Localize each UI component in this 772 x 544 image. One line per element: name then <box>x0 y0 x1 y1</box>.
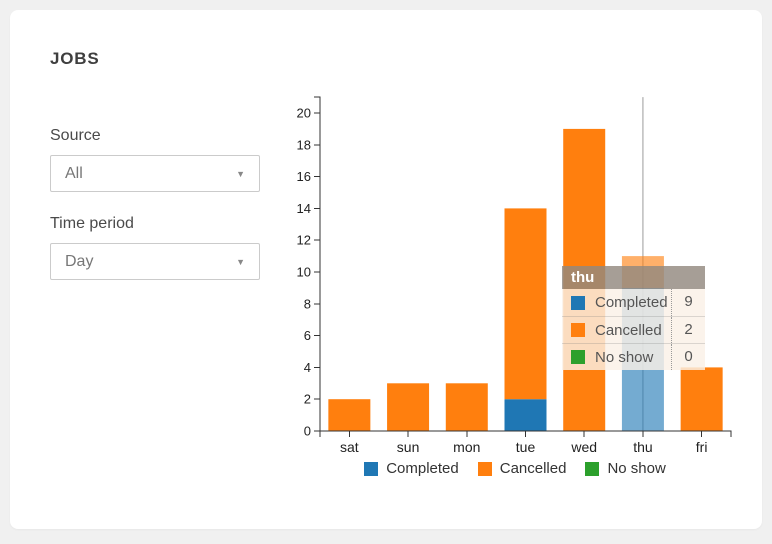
x-tick-label: sat <box>340 439 359 455</box>
x-tick-label: thu <box>633 439 652 455</box>
panel-title: JOBS <box>50 49 100 68</box>
legend-item-no-show[interactable]: No show <box>585 460 666 477</box>
y-tick-label: 14 <box>297 201 311 216</box>
chart-legend: Completed Cancelled No show <box>275 460 755 477</box>
jobs-chart: 0 2 4 6 8 10 12 14 16 18 20 sat sun mon tue wed thu fri t… <box>275 88 755 500</box>
jobs-panel: JOBS Source All ▼ Time period Day ▼ 0 2 4 6… <box>10 10 762 529</box>
x-tick-label: fri <box>696 439 708 455</box>
y-tick-label: 2 <box>304 392 311 407</box>
bar-chart: 0 2 4 6 8 10 12 14 16 18 20 sat sun mon tue wed thu fri <box>297 96 732 455</box>
bar-fri-cancelled[interactable] <box>680 367 723 431</box>
legend-item-completed[interactable]: Completed <box>364 460 459 477</box>
y-tick-label: 6 <box>304 328 311 343</box>
legend-swatch-icon <box>585 461 600 476</box>
y-tick-label: 16 <box>297 169 311 184</box>
source-select-value: All <box>65 164 83 182</box>
legend-label: Completed <box>386 460 459 477</box>
y-tick-label: 10 <box>297 265 311 280</box>
bar-sun-cancelled[interactable] <box>387 383 430 431</box>
x-tick-label: sun <box>397 439 420 455</box>
source-label: Source <box>50 127 101 144</box>
bar-thu-cancelled[interactable] <box>621 256 664 288</box>
legend-swatch-icon <box>364 461 379 476</box>
y-axis <box>314 96 321 432</box>
legend-label: Cancelled <box>499 460 567 477</box>
y-tick-label: 12 <box>297 233 311 248</box>
legend-item-cancelled[interactable]: Cancelled <box>477 460 567 477</box>
chevron-down-icon: ▼ <box>236 256 245 267</box>
legend-label: No show <box>607 460 666 477</box>
x-tick-label: wed <box>570 439 597 455</box>
bar-sat-cancelled[interactable] <box>328 399 371 431</box>
bar-thu-completed[interactable] <box>621 287 664 431</box>
y-tick-label: 18 <box>297 137 311 152</box>
source-select[interactable]: All ▼ <box>50 155 260 192</box>
y-tick-label: 0 <box>304 424 311 439</box>
chevron-down-icon: ▼ <box>236 168 245 179</box>
bar-wed-cancelled[interactable] <box>563 128 606 431</box>
y-tick-label: 20 <box>297 106 311 121</box>
time-period-select-value: Day <box>65 252 94 270</box>
time-period-select[interactable]: Day ▼ <box>50 243 260 280</box>
legend-swatch-icon <box>477 461 492 476</box>
bar-mon-cancelled[interactable] <box>445 383 488 431</box>
bar-tue-completed[interactable] <box>504 399 547 431</box>
x-tick-label: tue <box>516 439 536 455</box>
y-tick-label: 4 <box>304 360 311 375</box>
y-tick-label: 8 <box>304 296 311 311</box>
time-period-label: Time period <box>50 215 134 232</box>
bar-tue-cancelled[interactable] <box>504 208 547 400</box>
x-tick-label: mon <box>453 439 480 455</box>
